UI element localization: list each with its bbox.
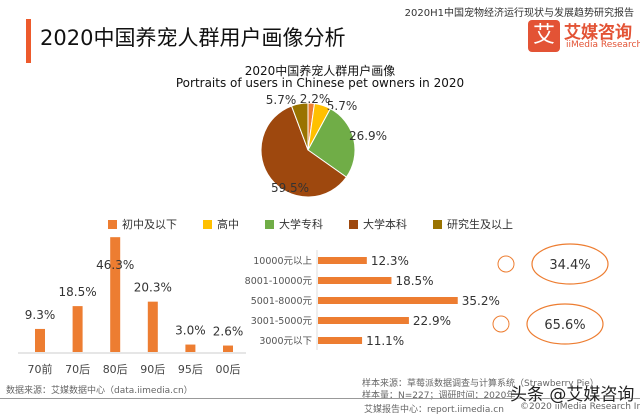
data-source: 数据来源：艾媒数据中心（data.iimedia.cn） [6, 386, 193, 396]
income-bar [318, 337, 363, 344]
income-bar-label: 11.1% [366, 334, 404, 348]
age-bar [147, 301, 158, 352]
logo-mark: 艾 [528, 20, 560, 52]
sample-source: 样本来源：草莓派数据调查与计算系统（Strawberry Pie） [362, 379, 599, 389]
chart-subtitle: Portraits of users in Chinese pet owners… [175, 76, 465, 90]
report-site: 艾媒报告中心：report.iimedia.cn [364, 405, 504, 415]
legend-swatch [433, 219, 442, 229]
title-accent [26, 19, 31, 63]
legend-swatch [349, 219, 358, 229]
gender-label: 34.4% [549, 258, 590, 273]
legend-item: 研究生及以上 [433, 216, 513, 232]
pie-label: 59.5% [271, 181, 309, 195]
age-axis-label: 80后 [103, 363, 128, 376]
pie-label: 5.7% [327, 99, 358, 113]
gender-ellipse [526, 303, 604, 345]
age-bar-label: 3.0% [175, 324, 206, 338]
gender-ellipse [531, 243, 609, 285]
legend-swatch [108, 219, 117, 229]
income-bar [318, 317, 409, 324]
pie-slice [290, 102, 309, 151]
age-bar-label: 46.3% [96, 258, 134, 272]
pie-slice [307, 107, 356, 178]
pie-label: 2.2% [300, 92, 331, 106]
legend-swatch [203, 219, 212, 229]
pie-label: 26.9% [349, 129, 387, 143]
pie-label: 5.7% [266, 93, 297, 107]
legend-item: 大学专科 [265, 216, 323, 232]
income-bar [318, 297, 458, 304]
income-bar-label: 22.9% [413, 314, 451, 328]
age-axis-label: 95后 [178, 363, 203, 376]
age-axis-label: 90后 [140, 363, 165, 376]
chart-title: 2020中国养宠人群用户画像 [244, 64, 396, 78]
age-bar [110, 237, 121, 352]
age-bar [72, 306, 83, 352]
sample-size: 样本量：N=227；调研时间：2020年 [362, 391, 516, 401]
logo-en: iiMedia Research [566, 40, 640, 50]
logo-cn: 艾媒咨询 [564, 23, 632, 43]
legend-item: 高中 [203, 216, 239, 232]
age-bar-label: 2.6% [213, 325, 244, 339]
legend-swatch [265, 219, 274, 229]
male-icon [492, 315, 510, 333]
age-bar [185, 344, 196, 352]
income-axis-label: 3001-5000元 [251, 316, 313, 327]
legend-label: 高中 [217, 218, 239, 231]
income-bar-label: 18.5% [395, 274, 433, 288]
age-bar [35, 328, 45, 352]
footer-divider [0, 398, 640, 399]
legend-item: 初中及以下 [108, 216, 177, 232]
income-bar-label: 35.2% [462, 294, 500, 308]
legend-label: 大学本科 [363, 218, 407, 231]
age-axis-label: 70后 [65, 363, 90, 376]
income-axis-label: 5001-8000元 [251, 296, 313, 307]
legend-label: 初中及以下 [122, 218, 177, 231]
age-axis-label: 00后 [216, 363, 241, 376]
income-axis-label: 8001-10000元 [245, 276, 313, 287]
legend-label: 大学专科 [279, 218, 323, 231]
income-bar [318, 257, 367, 264]
page-title: 2020中国养宠人群用户画像分析 [40, 26, 346, 50]
age-bar [223, 345, 233, 352]
age-bar-label: 18.5% [59, 285, 97, 299]
report-name: 2020H1中国宠物经济运行现状与发展趋势研究报告 [404, 8, 634, 19]
income-axis-label: 10000元以上 [253, 256, 312, 267]
legend-item: 大学本科 [349, 216, 407, 232]
pie-slice [260, 105, 348, 198]
copyright: ©2020 iiMedia Research Inc [520, 402, 640, 412]
legend-label: 研究生及以上 [447, 218, 513, 231]
legend: 初中及以下 高中 大学专科 大学本科 研究生及以上 [108, 216, 513, 232]
income-axis-label: 3000元以下 [259, 336, 312, 347]
gender-label: 65.6% [544, 318, 585, 333]
income-bar-label: 12.3% [371, 254, 409, 268]
age-bar-label: 9.3% [25, 308, 56, 322]
age-axis-label: 70前 [28, 362, 53, 376]
income-bar [318, 277, 392, 284]
watermark: 头条 @艾媒咨询 [510, 385, 635, 405]
age-bar-label: 20.3% [134, 281, 172, 295]
female-icon [497, 255, 515, 273]
